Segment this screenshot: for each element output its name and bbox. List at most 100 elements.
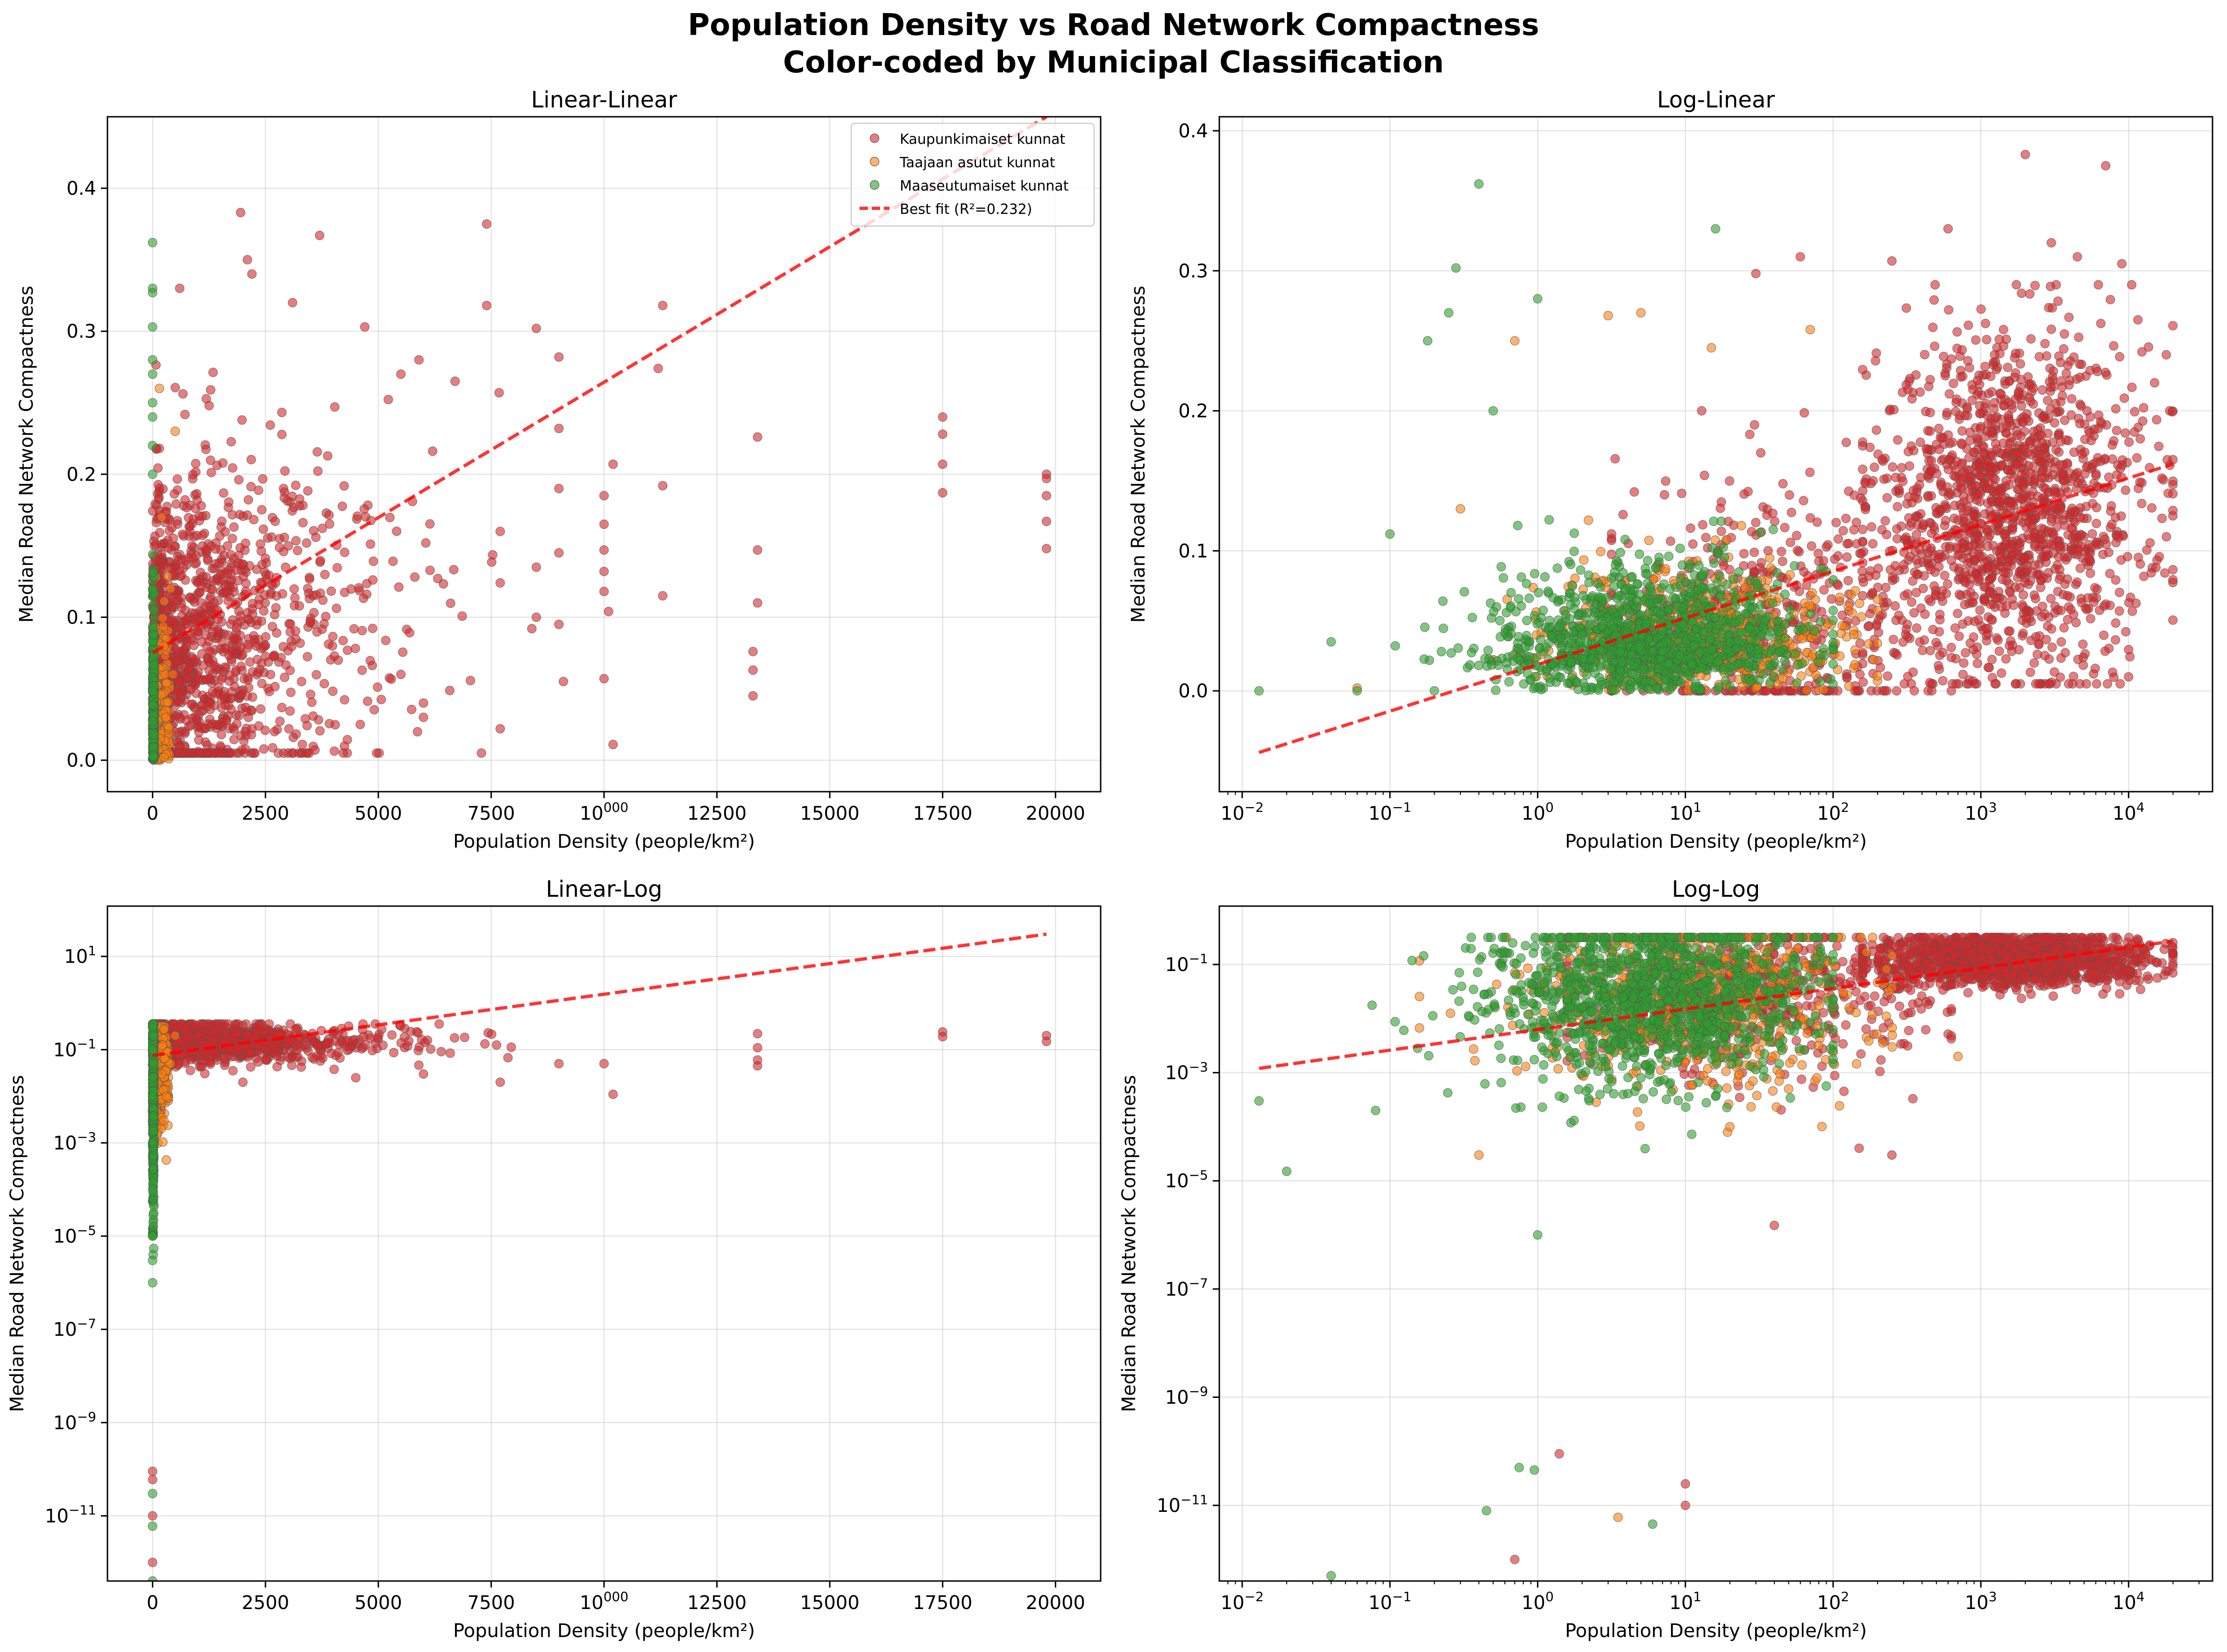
data-point <box>278 483 289 494</box>
data-point <box>1996 552 2006 562</box>
data-point <box>2100 534 2110 544</box>
data-point <box>1688 539 1698 549</box>
data-point <box>148 506 157 516</box>
data-point <box>377 695 386 704</box>
data-point <box>449 565 459 574</box>
data-point <box>2042 396 2053 405</box>
data-point <box>2054 407 2063 417</box>
data-point <box>369 705 379 715</box>
data-point <box>2124 672 2134 682</box>
data-point <box>1857 566 1867 576</box>
data-point <box>2037 612 2047 622</box>
data-point <box>1908 486 1918 496</box>
data-point <box>164 723 174 732</box>
data-point <box>253 668 263 678</box>
data-point <box>1530 569 1540 579</box>
data-point <box>215 741 225 751</box>
data-point <box>148 398 157 408</box>
data-point <box>384 395 393 404</box>
data-point <box>363 696 372 706</box>
data-point <box>298 518 308 528</box>
data-point <box>1920 609 1930 619</box>
data-point <box>207 719 217 729</box>
data-point <box>1999 325 2008 334</box>
data-point <box>2106 506 2116 516</box>
data-point <box>195 567 206 577</box>
data-point <box>205 647 214 657</box>
data-point <box>217 516 227 526</box>
data-point <box>558 677 569 687</box>
data-point <box>1800 408 1809 418</box>
data-point <box>1960 600 1970 610</box>
data-point <box>291 729 301 739</box>
data-point <box>279 748 289 758</box>
data-point <box>1644 535 1654 546</box>
data-point <box>199 610 209 620</box>
data-point <box>2056 437 2066 447</box>
data-point <box>1982 335 1992 345</box>
data-point <box>1792 678 1802 688</box>
data-point <box>241 579 251 588</box>
data-point <box>1802 686 1812 695</box>
data-point <box>249 515 259 525</box>
data-point <box>1743 487 1753 496</box>
data-point <box>2059 542 2069 552</box>
data-point <box>2010 372 2020 383</box>
data-point <box>1864 639 1873 649</box>
data-point <box>1963 356 1973 366</box>
data-point <box>1858 677 1868 687</box>
data-point <box>2126 592 2135 602</box>
data-point <box>149 730 159 740</box>
data-point <box>175 687 185 697</box>
data-point <box>2036 582 2046 592</box>
data-point <box>1891 616 1901 625</box>
data-point <box>201 631 211 640</box>
data-point <box>1842 672 1852 681</box>
data-point <box>2006 465 2016 475</box>
data-point <box>247 269 257 279</box>
data-point <box>1584 515 1594 525</box>
data-point <box>295 494 305 504</box>
tick-label: 10000 <box>580 800 628 824</box>
data-point <box>161 712 171 722</box>
data-point <box>2075 372 2085 383</box>
data-point <box>291 481 301 490</box>
data-point <box>320 569 330 580</box>
data-point <box>1890 561 1900 571</box>
data-point <box>257 505 267 515</box>
data-point <box>2056 606 2066 616</box>
data-point <box>329 746 339 756</box>
data-point <box>1522 616 1532 625</box>
data-point <box>148 584 157 594</box>
data-point <box>1751 269 1761 278</box>
tick-label: 20000 <box>1026 803 1085 824</box>
data-point <box>308 711 318 721</box>
data-point <box>1758 502 1768 512</box>
data-point <box>1868 539 1878 549</box>
data-point <box>406 704 417 715</box>
data-point <box>2125 652 2135 662</box>
data-point <box>192 578 202 588</box>
data-point <box>182 503 192 512</box>
data-point <box>265 420 275 430</box>
data-point <box>179 645 189 654</box>
data-point <box>1607 533 1616 544</box>
data-point <box>231 667 241 677</box>
data-point <box>2076 401 2086 411</box>
data-point <box>208 585 218 595</box>
data-point <box>1972 659 1982 668</box>
data-point <box>148 355 157 365</box>
data-point <box>2116 555 2126 565</box>
data-point <box>2111 404 2121 414</box>
data-point <box>2015 359 2025 369</box>
data-point <box>1849 630 1859 639</box>
data-point <box>2111 538 2121 547</box>
data-point <box>148 441 157 451</box>
data-point <box>495 526 505 536</box>
data-point <box>1937 433 1947 443</box>
data-point <box>200 723 210 733</box>
data-point <box>753 545 762 555</box>
data-point <box>391 526 402 536</box>
data-point <box>1747 527 1757 537</box>
data-point <box>228 463 238 473</box>
